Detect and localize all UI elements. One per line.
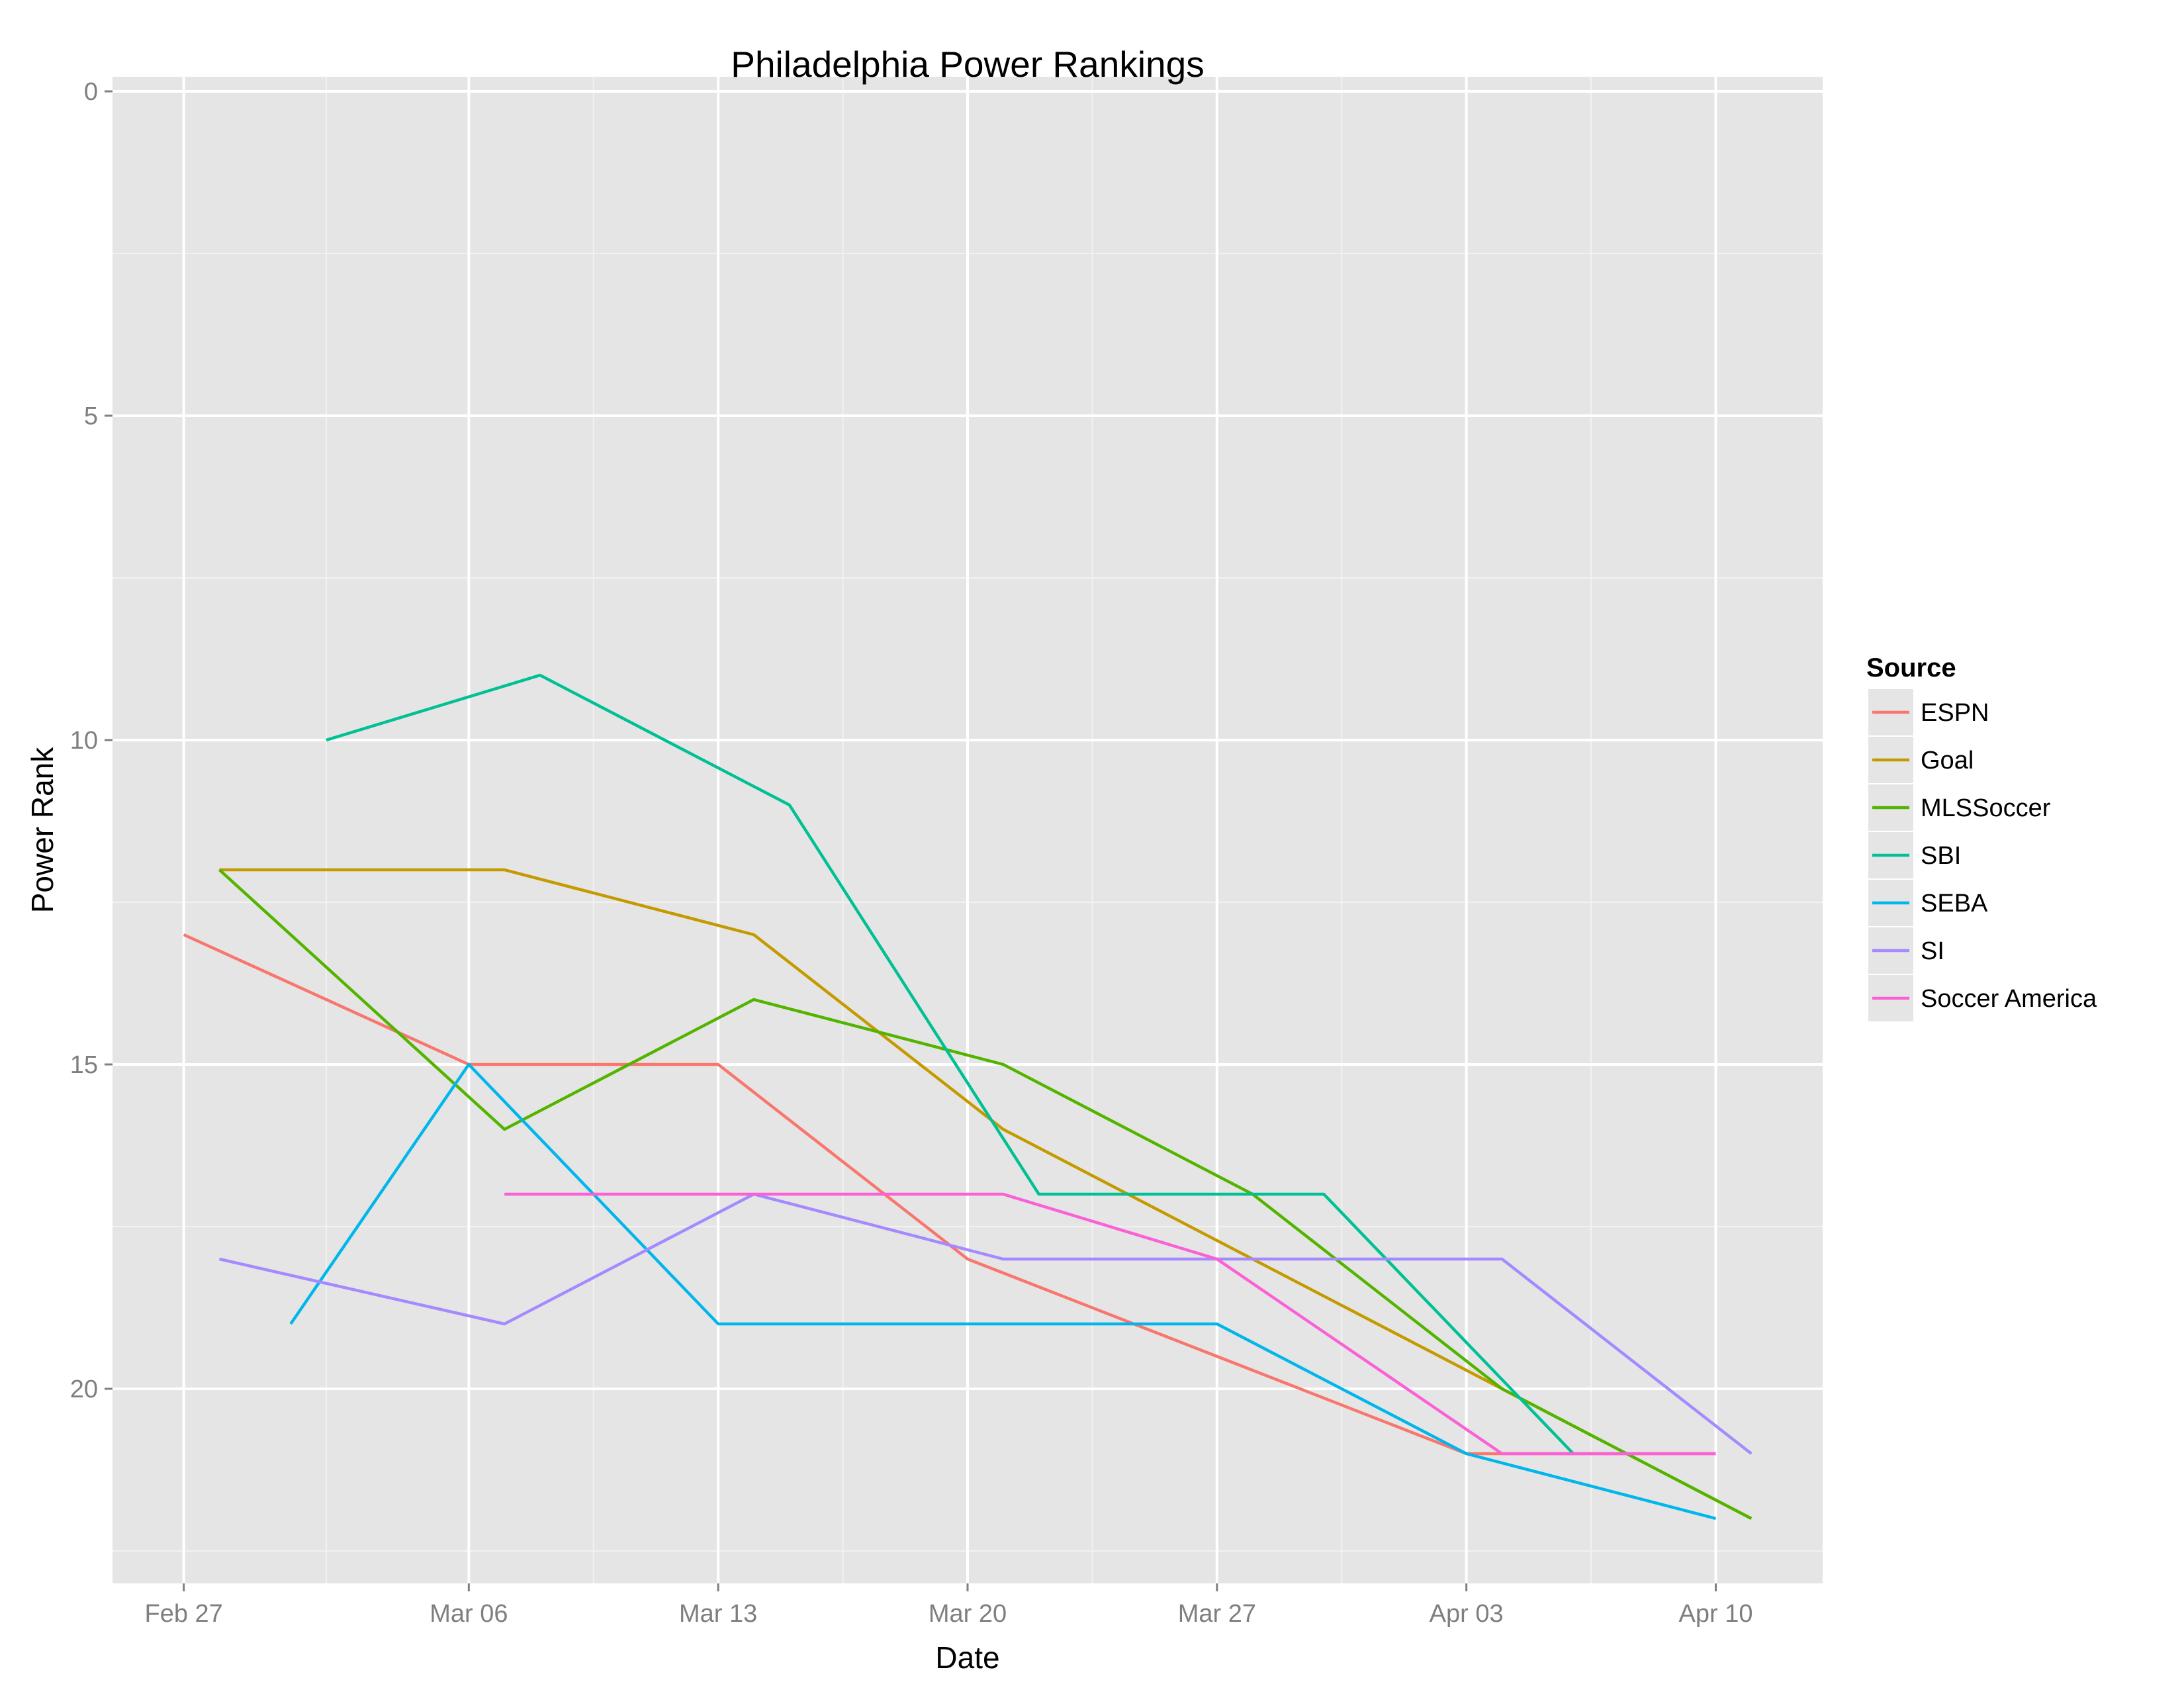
y-axis: 0 5 10 15 20 <box>70 78 113 1403</box>
x-tick-label: Feb 27 <box>145 1600 223 1628</box>
legend-label-espn: ESPN <box>1921 699 1989 727</box>
y-tick-label: 10 <box>70 727 98 755</box>
y-tick-label: 5 <box>84 402 98 430</box>
series-line-seba <box>289 1062 1717 1521</box>
legend-label-mlssoccer: MLSSoccer <box>1921 794 2051 822</box>
x-tick-label: Mar 20 <box>929 1600 1007 1628</box>
legend-label-si: SI <box>1921 937 1944 965</box>
series-line-sbi <box>326 673 1574 1455</box>
x-tick-label: Mar 27 <box>1178 1600 1256 1628</box>
x-axis-title: Date <box>935 1640 999 1675</box>
legend-title: Source <box>1866 653 1956 682</box>
grid-major <box>113 77 1823 1583</box>
x-tick-label: Mar 06 <box>430 1600 508 1628</box>
x-tick-label: Apr 10 <box>1679 1600 1753 1628</box>
series-lines <box>183 673 1752 1521</box>
chart-title: Philadelphia Power Rankings <box>731 44 1204 85</box>
series-line-mlssoccer <box>218 868 1752 1520</box>
legend-label-goal: Goal <box>1921 747 1974 774</box>
legend-label-seba: SEBA <box>1921 890 1988 917</box>
legend: Source ESPN Goal MLSSoccer SBI SEBA SI Soccer … <box>1866 653 2097 1023</box>
y-axis-title: Power Rank <box>25 747 60 914</box>
series-line-si <box>219 1192 1752 1455</box>
y-tick-label: 0 <box>84 78 98 106</box>
x-tick-label: Mar 13 <box>679 1600 757 1628</box>
series-line-soccer-america <box>504 1192 1716 1456</box>
x-axis: Feb 27 Mar 06 Mar 13 Mar 20 Mar 27 Apr 03 Apr … <box>145 1583 1753 1628</box>
legend-label-soccer-america: Soccer America <box>1921 985 2097 1013</box>
y-tick-label: 20 <box>70 1376 98 1403</box>
y-tick-label: 15 <box>70 1051 98 1079</box>
legend-label-sbi: SBI <box>1921 842 1961 870</box>
x-tick-label: Apr 03 <box>1430 1600 1504 1628</box>
